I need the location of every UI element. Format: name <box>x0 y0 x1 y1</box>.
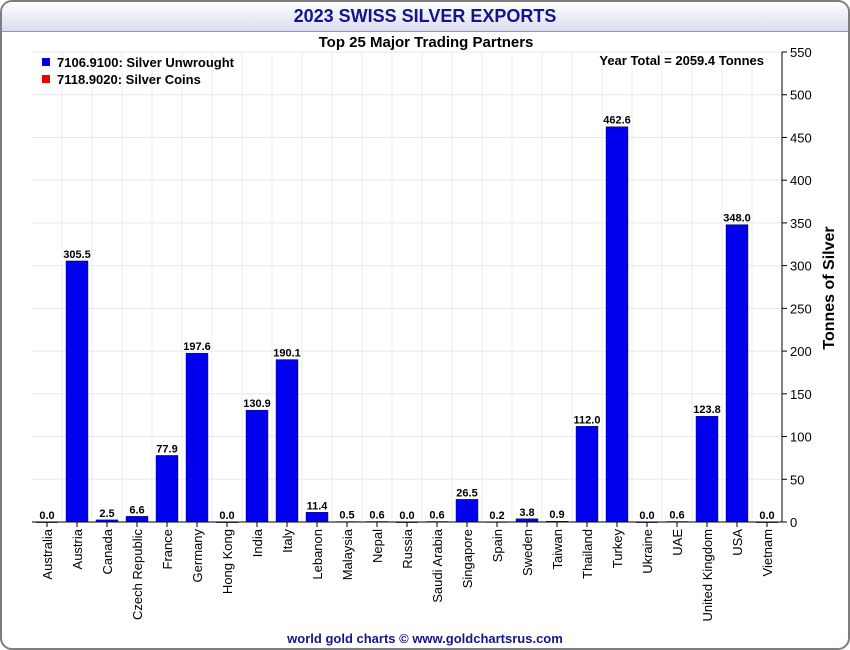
x-tick-label-lebanon: Lebanon <box>310 529 325 580</box>
data-labels: 0.0 305.5 2.5 6.6 77.9 197.6 0.0 130.9 190.1 11.4… <box>39 115 774 522</box>
data-label-malaysia: 0.5 <box>339 510 354 522</box>
year-total-annotation: Year Total = 2059.4 Tonnes <box>599 53 764 68</box>
x-ticks: Australia Austria Canada Czech Republic Fran… <box>40 528 775 621</box>
data-label-hong-kong: 0.0 <box>219 510 234 522</box>
x-tick-label-germany: Germany <box>190 529 205 583</box>
x-tick-label-saudi-arabia: Saudi Arabia <box>430 528 445 602</box>
chart-title: 2023 SWISS SILVER EXPORTS <box>2 2 848 32</box>
bar-singapore <box>455 499 479 523</box>
legend-label-coins: 7118.9020: Silver Coins <box>57 72 201 87</box>
bar-india <box>245 409 269 523</box>
bar-united-kingdom <box>695 416 719 523</box>
y-tick-label: 300 <box>790 259 812 274</box>
x-tick-label-singapore: Singapore <box>460 529 475 588</box>
bar-lebanon <box>305 512 329 523</box>
x-tick-label-austria: Austria <box>70 528 85 569</box>
x-tick-label-malaysia: Malaysia <box>340 528 355 580</box>
y-tick-label: 150 <box>790 387 812 402</box>
data-label-usa: 348.0 <box>723 213 751 225</box>
data-label-united-kingdom: 123.8 <box>693 404 721 416</box>
x-tick-label-vietnam: Vietnam <box>760 529 775 576</box>
bar-czech-republic <box>125 516 149 523</box>
bar-turkey <box>605 126 629 523</box>
data-label-france: 77.9 <box>156 443 177 455</box>
y-tick-label: 50 <box>790 472 804 487</box>
x-tick-label-turkey: Turkey <box>610 529 625 569</box>
y-tick-label: 200 <box>790 344 812 359</box>
x-tick-label-russia: Russia <box>400 528 415 569</box>
data-label-singapore: 26.5 <box>456 487 477 499</box>
data-label-taiwan: 0.9 <box>549 509 564 521</box>
bar-france <box>155 455 179 523</box>
y-ticks: 0 50 100 150 200 250 300 350 400 450 500 550 <box>790 45 812 530</box>
x-tick-label-uae: UAE <box>670 529 685 556</box>
data-label-russia: 0.0 <box>399 510 414 522</box>
x-tick-label-nepal: Nepal <box>370 529 385 563</box>
data-label-austria: 305.5 <box>63 249 91 261</box>
x-tick-label-thailand: Thailand <box>580 529 595 579</box>
x-tick-label-united-kingdom: United Kingdom <box>700 529 715 622</box>
bar-thailand <box>575 426 599 523</box>
y-tick-label: 0 <box>790 515 797 530</box>
gridlines <box>32 51 782 522</box>
x-tick-label-france: France <box>160 529 175 569</box>
legend-swatch-unwrought <box>42 58 50 66</box>
y-tick-label: 350 <box>790 216 812 231</box>
y-tick-label: 100 <box>790 430 812 445</box>
x-tick-label-spain: Spain <box>490 529 505 562</box>
data-label-sweden: 3.8 <box>519 507 534 519</box>
data-label-italy: 190.1 <box>273 348 301 360</box>
y-tick-label: 550 <box>790 45 812 60</box>
y-tick-label: 450 <box>790 130 812 145</box>
y-tick-label: 250 <box>790 301 812 316</box>
axes <box>32 51 787 527</box>
data-label-uae: 0.6 <box>669 509 684 521</box>
x-tick-label-czech-republic: Czech Republic <box>130 529 145 621</box>
footer-credit: world gold charts © www.goldchartsrus.co… <box>287 631 563 646</box>
bars <box>35 126 779 523</box>
bar-italy <box>275 359 299 523</box>
chart-subtitle: Top 25 Major Trading Partners <box>319 34 534 51</box>
legend-label-unwrought: 7106.9100: Silver Unwrought <box>57 55 235 70</box>
data-label-lebanon: 11.4 <box>307 500 329 512</box>
y-tick-label: 400 <box>790 173 812 188</box>
x-tick-label-australia: Australia <box>40 528 55 579</box>
x-tick-label-italy: Italy <box>280 529 295 553</box>
x-tick-label-ukraine: Ukraine <box>640 529 655 574</box>
data-label-ukraine: 0.0 <box>639 510 654 522</box>
x-tick-label-hong-kong: Hong Kong <box>220 529 235 594</box>
data-label-canada: 2.5 <box>99 508 114 520</box>
data-label-turkey: 462.6 <box>603 115 631 127</box>
y-axis-label: Tonnes of Silver <box>821 226 838 349</box>
x-tick-label-usa: USA <box>730 529 745 556</box>
x-tick-label-taiwan: Taiwan <box>550 529 565 569</box>
data-label-australia: 0.0 <box>39 510 54 522</box>
data-label-czech-republic: 6.6 <box>129 504 144 516</box>
data-label-germany: 197.6 <box>183 341 211 353</box>
data-label-saudi-arabia: 0.6 <box>429 509 444 521</box>
data-label-spain: 0.2 <box>489 510 504 522</box>
y-tick-label: 500 <box>790 88 812 103</box>
data-label-india: 130.9 <box>243 398 271 410</box>
legend-swatch-coins <box>42 75 50 83</box>
data-label-vietnam: 0.0 <box>759 510 774 522</box>
data-label-thailand: 112.0 <box>574 414 601 426</box>
x-tick-label-india: India <box>250 528 265 557</box>
data-label-nepal: 0.6 <box>369 509 384 521</box>
legend: 7106.9100: Silver Unwrought 7118.9020: S… <box>42 55 235 87</box>
bar-germany <box>185 352 209 523</box>
bar-usa <box>725 224 749 523</box>
x-tick-label-sweden: Sweden <box>520 529 535 576</box>
bar-austria <box>65 260 89 523</box>
x-tick-label-canada: Canada <box>100 528 115 574</box>
